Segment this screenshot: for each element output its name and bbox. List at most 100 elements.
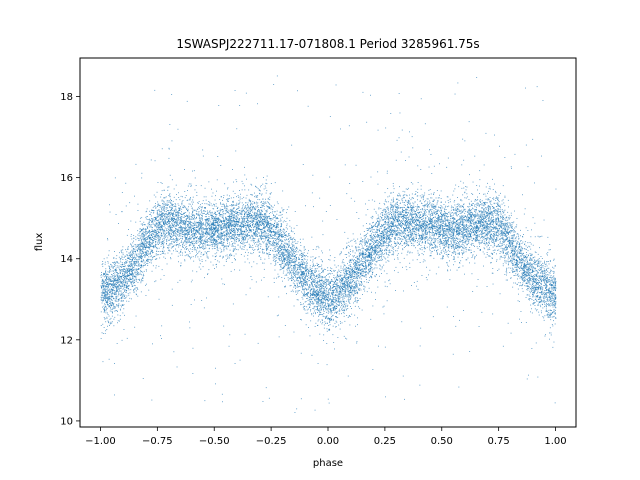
data-point [302,278,304,280]
data-point [336,311,338,313]
data-point [118,303,120,305]
data-point [436,211,438,213]
data-point [517,288,519,290]
data-point [267,197,269,199]
data-point [478,326,480,327]
data-point [287,251,289,253]
data-point [226,199,228,200]
data-point [418,228,420,230]
data-point [294,264,296,266]
data-point [379,219,381,221]
data-point [274,254,276,256]
data-point [463,226,464,228]
data-point [406,227,407,229]
data-point [370,258,372,260]
data-point [131,254,133,256]
data-point [428,211,430,213]
data-point [202,227,204,228]
data-point [278,238,280,240]
data-point [292,270,294,272]
data-point [192,247,193,248]
data-point [439,163,440,165]
data-point [472,203,474,204]
data-point [362,275,363,276]
data-point [506,244,508,246]
data-point [519,270,520,272]
data-point [384,217,386,219]
data-point [422,233,424,235]
data-point [491,216,493,218]
data-point [131,271,132,273]
data-point [479,230,481,232]
data-point [357,259,358,261]
data-point [448,265,450,267]
data-point [522,259,524,261]
data-point [546,299,548,301]
data-point [490,214,492,216]
data-point [197,208,199,210]
data-point [315,300,317,302]
data-point [403,197,404,199]
data-point [440,238,441,240]
data-point [463,217,465,218]
data-point [245,251,246,253]
data-point [467,234,469,235]
data-point [328,402,330,404]
data-point [292,262,294,263]
data-point [122,288,124,290]
data-point [200,234,202,235]
data-point [480,237,481,239]
data-point [306,265,308,266]
data-point [417,165,419,167]
data-point [517,265,518,267]
data-point [144,231,146,232]
data-point [335,286,337,287]
data-point [429,209,431,211]
data-point [155,245,157,247]
data-point [169,243,171,244]
data-point [230,222,232,224]
data-point [347,290,349,292]
data-point [346,280,348,282]
data-point [163,201,165,203]
data-point [303,272,305,274]
data-point [206,239,208,240]
data-point [173,238,175,240]
data-point [419,225,421,227]
data-point [258,240,260,242]
data-point [479,246,480,247]
data-point [347,375,349,377]
data-point [398,223,400,224]
data-point [499,253,501,254]
data-point [323,290,325,292]
data-point [139,264,141,266]
data-point [306,284,308,285]
data-point [549,283,551,284]
data-point [141,251,143,253]
data-point [463,222,464,224]
data-point [544,279,546,281]
data-point [382,240,384,242]
data-point [265,232,267,234]
data-point [393,214,395,216]
data-point [534,269,536,271]
data-point [449,201,451,203]
data-point [548,249,550,251]
data-point [312,263,314,265]
data-point [252,244,254,246]
data-point [214,243,215,244]
data-point [434,233,435,235]
data-point [239,226,241,228]
data-point [150,212,152,213]
data-point [370,228,372,229]
data-point [389,239,391,241]
data-point [229,219,231,221]
data-point [535,252,537,253]
data-point [117,322,118,324]
data-point [432,206,434,207]
data-point [198,211,200,212]
data-point [202,155,204,157]
data-point [411,219,413,221]
data-point [287,247,289,248]
data-point [185,212,187,213]
